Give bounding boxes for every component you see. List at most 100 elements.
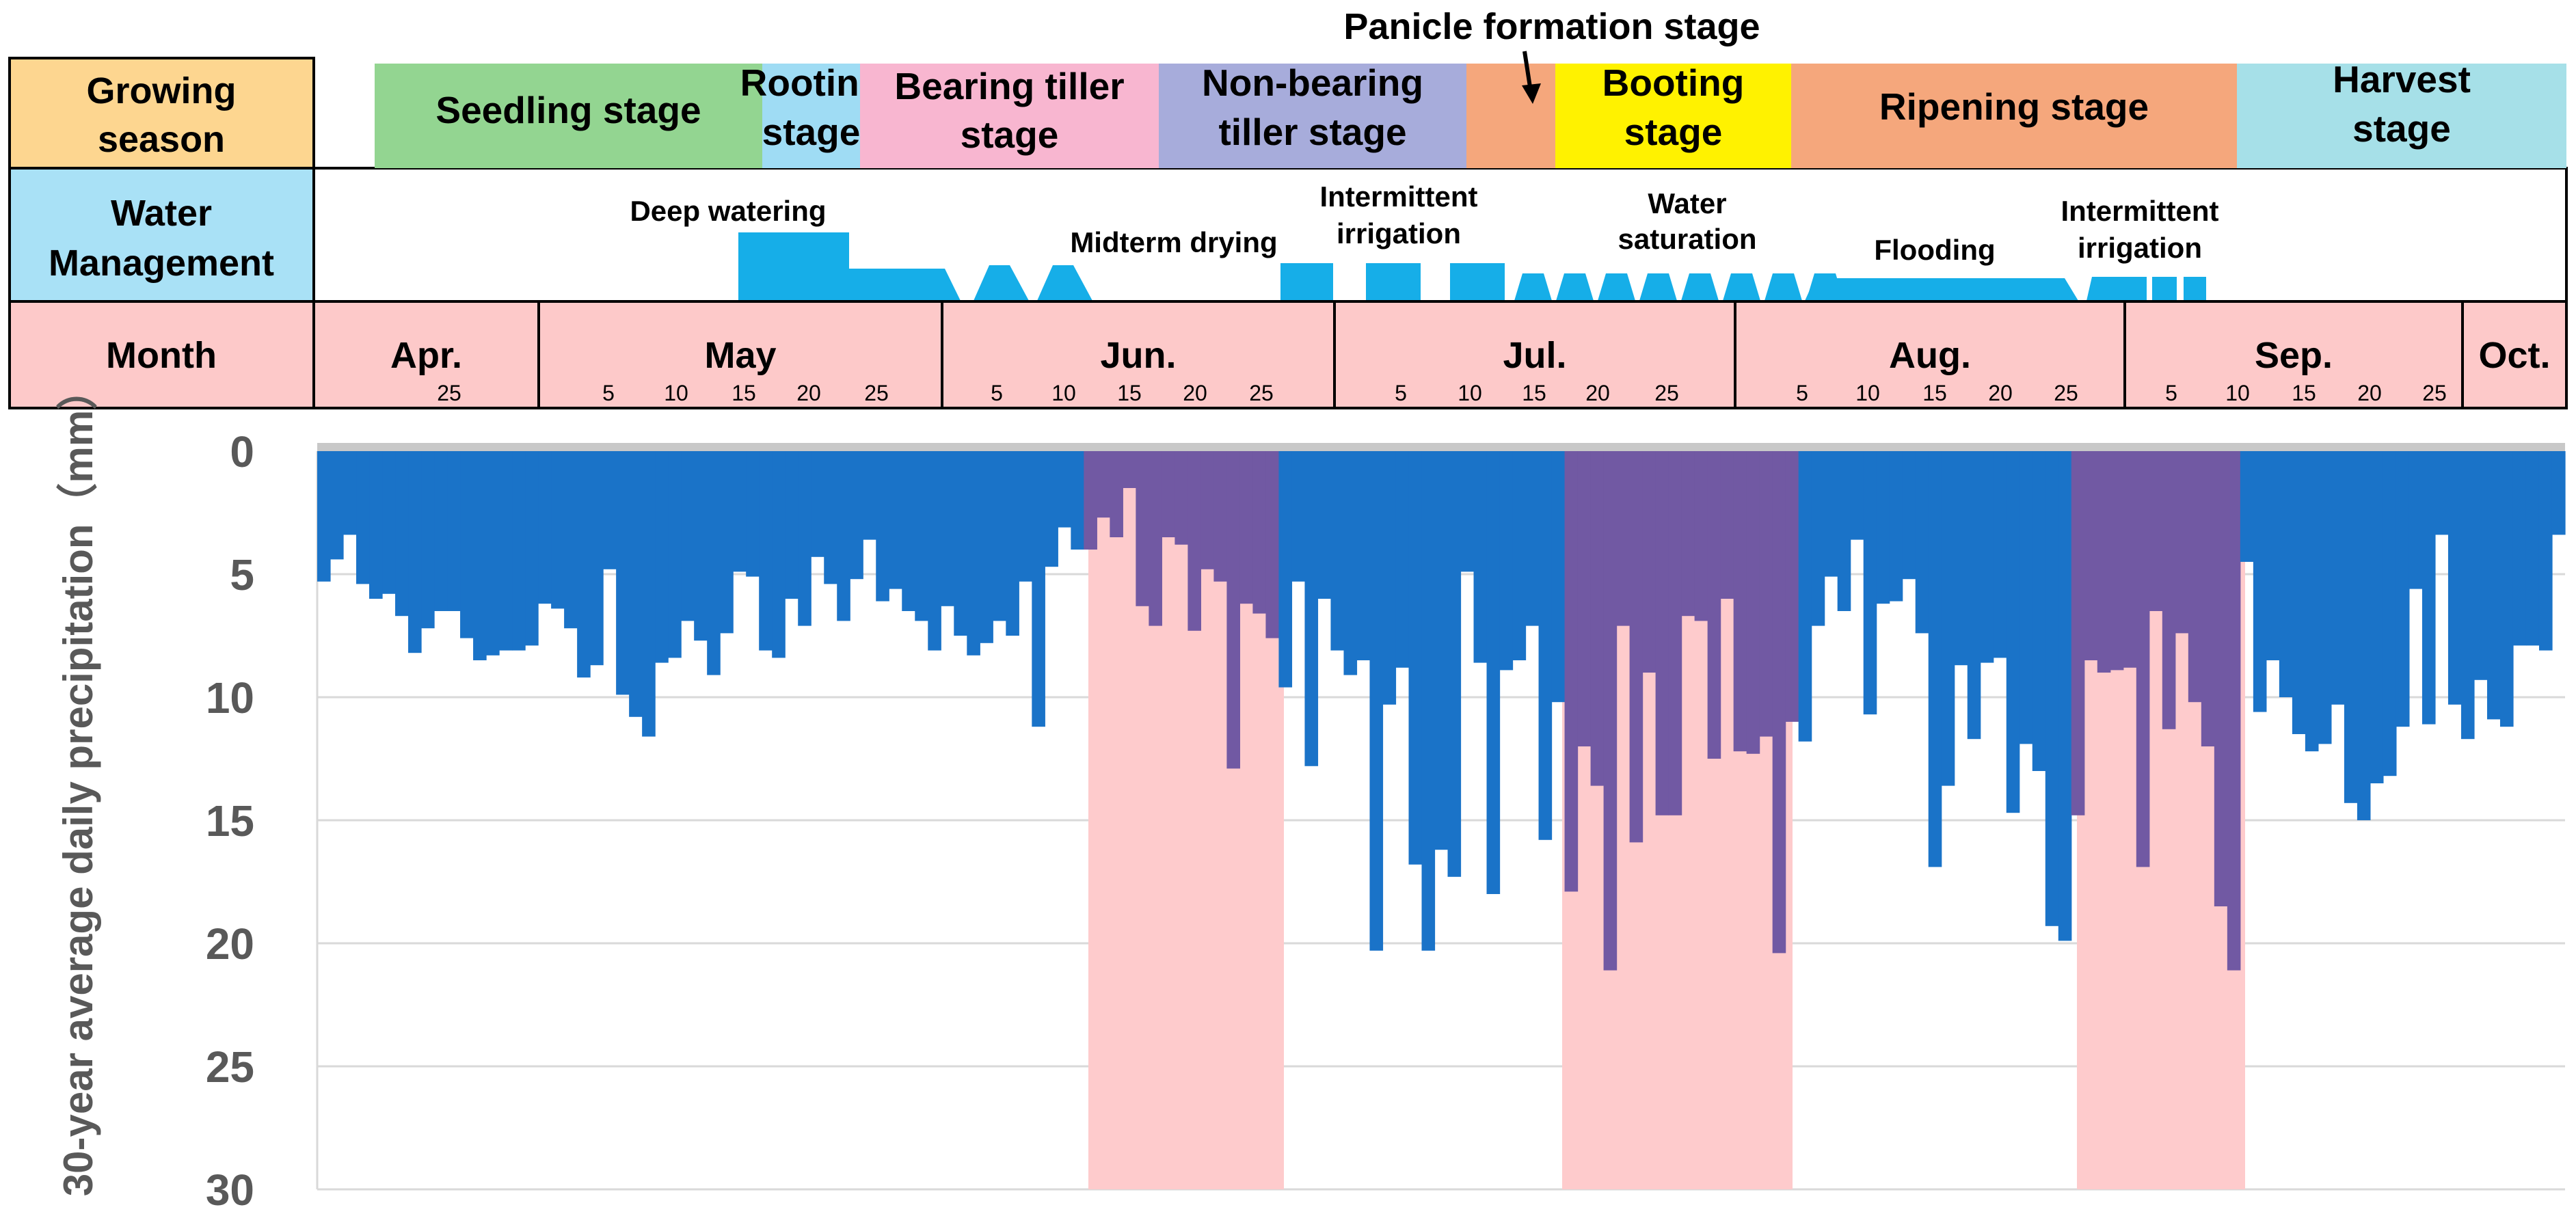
day-tick-label: 5: [991, 381, 1003, 405]
day-tick-label: 5: [2165, 381, 2177, 405]
stage-label-rooting: stage: [762, 111, 861, 153]
water-level-shape: [1280, 263, 1333, 301]
precipitation-bar: [954, 451, 967, 636]
precipitation-bar: [2188, 451, 2202, 703]
precipitation-bar: [1447, 451, 1462, 877]
precipitation-bar: [2045, 451, 2059, 926]
precipitation-bar: [1006, 451, 1019, 636]
stage-label-bearing-tiller: stage: [961, 113, 1059, 156]
precipitation-bar: [551, 451, 565, 609]
growing-season-header-line2: season: [98, 119, 225, 160]
water-level-shape: [2184, 277, 2206, 301]
day-tick-label: 5: [602, 381, 615, 405]
precipitation-bar: [577, 451, 591, 678]
water-label-midterm-drying: Midterm drying: [1070, 226, 1277, 258]
precipitation-bar: [1330, 451, 1345, 651]
precipitation-bar: [1304, 451, 1319, 766]
precipitation-bar: [486, 451, 500, 656]
precipitation-bar: [499, 451, 513, 651]
flooding-shape: [1805, 278, 2078, 301]
water-saturation-shape: [1556, 273, 1594, 301]
precipitation-bar: [1045, 451, 1058, 567]
precipitation-bar: [1278, 451, 1293, 688]
precipitation-bar: [2227, 451, 2241, 971]
stage-cell-rooting: [762, 64, 860, 168]
precipitation-bar: [759, 451, 773, 651]
day-tick-label: 5: [1395, 381, 1407, 405]
precipitation-bar: [1811, 451, 1825, 626]
water-management-header-line2: Management: [49, 243, 274, 284]
precipitation-bar: [798, 451, 811, 626]
precipitation-bar: [1058, 451, 1071, 528]
precipitation-bar: [2266, 451, 2280, 660]
day-tick-label: 10: [1051, 381, 1076, 405]
month-cell-apr: [312, 300, 540, 409]
stage-label-harvest: stage: [2352, 107, 2451, 150]
precipitation-bar: [1902, 451, 1916, 580]
precipitation-bar: [1837, 451, 1851, 611]
precipitation-bar: [1239, 451, 1254, 604]
water-label-water-saturation: saturation: [1618, 223, 1756, 255]
water-label-intermittent-irrigation-1: Intermittent: [1320, 180, 1478, 213]
month-header-label: Month: [106, 335, 217, 376]
precipitation-bar: [889, 451, 902, 589]
precipitation-bar: [2318, 451, 2332, 744]
day-tick-label: 5: [1796, 381, 1808, 405]
water-management-header-cell: [8, 167, 315, 303]
precipitation-bar: [2240, 451, 2254, 562]
precipitation-bar: [2175, 451, 2189, 634]
precipitation-bar: [2201, 451, 2215, 746]
day-tick-label: 15: [2292, 381, 2316, 405]
precipitation-bar: [1499, 451, 1514, 671]
day-tick-label: 10: [2225, 381, 2250, 405]
precipitation-bar: [330, 451, 344, 560]
precipitation-bar: [1032, 451, 1045, 727]
precipitation-bar: [2214, 451, 2228, 906]
precipitation-bar: [1434, 451, 1449, 850]
precipitation-bar: [1084, 451, 1097, 550]
growing-season-header-cell: [8, 57, 315, 170]
precipitation-bar: [1382, 451, 1397, 705]
precipitation-bar: [733, 451, 747, 572]
precipitation-bar: [1252, 451, 1267, 614]
stage-label-ripening: Ripening stage: [1879, 85, 2149, 128]
precipitation-bar: [824, 451, 837, 584]
precipitation-bar: [2551, 451, 2566, 535]
precipitation-bar: [2344, 451, 2358, 803]
precipitation-bar: [1967, 451, 1981, 740]
precipitation-bar: [2019, 451, 2033, 744]
precipitation-bar: [1162, 451, 1175, 537]
precipitation-bar: [1603, 451, 1618, 971]
precipitation-bar: [1356, 451, 1371, 660]
precipitation-bar: [1954, 451, 1968, 666]
precipitation-bar: [2538, 451, 2553, 651]
water-saturation-shape: [1639, 273, 1677, 301]
precipitation-bar: [1123, 451, 1136, 488]
precipitation-bar: [408, 451, 422, 653]
month-label: Jun.: [1100, 335, 1176, 376]
stage-cell-harvest: [2237, 64, 2566, 168]
precipitation-bar: [694, 451, 708, 641]
precipitation-bar: [473, 451, 487, 660]
precipitation-bar: [1694, 451, 1708, 621]
precipitation-bar: [629, 451, 643, 717]
precipitation-bar: [1577, 451, 1592, 746]
precipitation-bar: [1538, 451, 1553, 840]
precipitation-bar: [1317, 451, 1332, 599]
precipitation-bar: [1746, 451, 1760, 754]
water-level-shape: [849, 269, 961, 301]
day-tick-label: 25: [2422, 381, 2447, 405]
precipitation-bar: [2421, 451, 2436, 725]
stage-label-harvest: Harvest: [2333, 58, 2471, 100]
precipitation-bar: [369, 451, 383, 599]
precipitation-bar: [538, 451, 552, 604]
precipitation-bar: [2032, 451, 2046, 771]
precipitation-bar: [1136, 451, 1149, 606]
day-tick-label: 15: [1522, 381, 1546, 405]
water-saturation-shape: [1514, 273, 1552, 301]
stage-label-booting: Booting: [1602, 62, 1745, 104]
y-tick-label: 15: [206, 796, 254, 846]
precipitation-bar: [1629, 451, 1643, 843]
water-level-shape: [738, 232, 849, 301]
